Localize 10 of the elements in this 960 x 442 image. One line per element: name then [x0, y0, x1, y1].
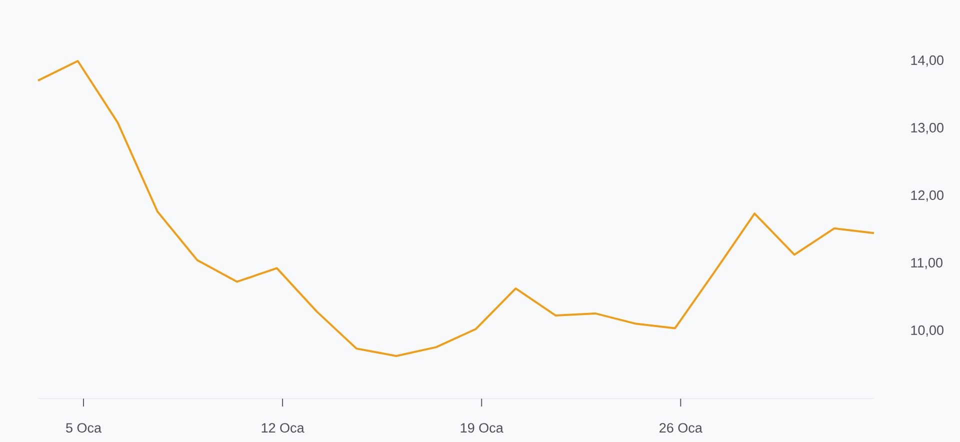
- x-tick-label: 5 Oca: [66, 423, 102, 433]
- y-tick-label: 14,00: [911, 55, 944, 67]
- x-tick-label: 19 Oca: [460, 423, 504, 433]
- x-tick-label: 26 Oca: [660, 423, 702, 433]
- y-tick-label: 13,00: [911, 122, 944, 134]
- x-tick-label: 12 Oca: [262, 423, 304, 433]
- y-tick-label: 10,00: [911, 325, 944, 337]
- y-tick-label: 11,00: [911, 258, 942, 270]
- y-tick-label: 12,00: [911, 190, 944, 202]
- line-series: [37, 60, 876, 357]
